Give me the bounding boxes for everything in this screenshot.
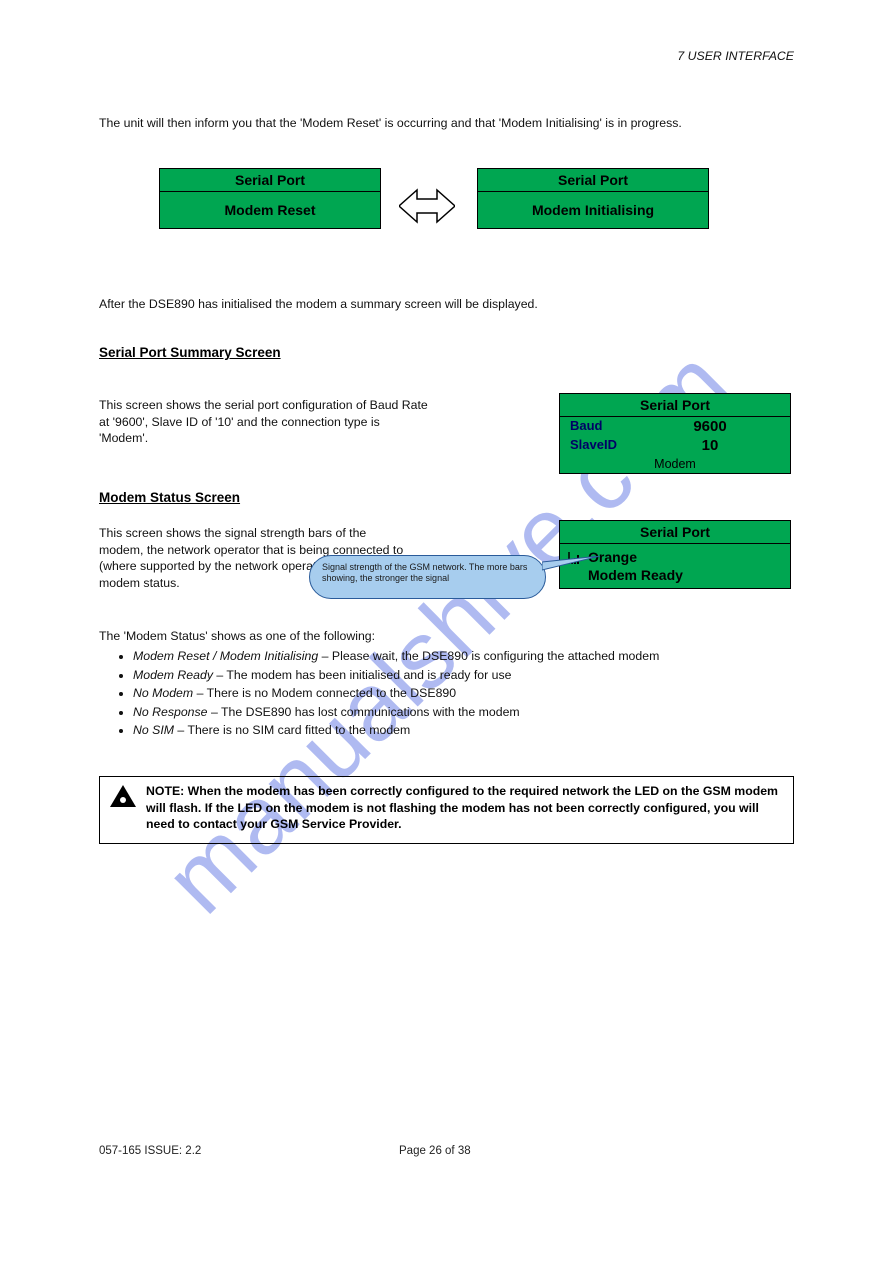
footer-right: Page 26 of 38 (399, 1145, 471, 1157)
panel-body: Modem Reset (160, 192, 380, 228)
status-list-item: No SIM – There is no SIM card fitted to … (133, 722, 793, 739)
baud-label: Baud (570, 418, 640, 435)
caution-icon (110, 785, 136, 807)
kv-baud: Baud 9600 (560, 417, 790, 436)
status-list-intro: The 'Modem Status' shows as one of the f… (99, 628, 375, 645)
caution-text: NOTE: When the modem has been correctly … (146, 783, 783, 833)
panel-title: Serial Port (478, 169, 708, 192)
footer-left: 057-165 ISSUE: 2.2 (99, 1145, 201, 1157)
panel-serial-summary: Serial Port Baud 9600 SlaveID 10 Modem (559, 393, 791, 474)
section-modem-status: Modem Status Screen (99, 490, 240, 505)
section-serial-summary: Serial Port Summary Screen (99, 345, 281, 360)
panel-footer: Modem (560, 455, 790, 473)
slave-label: SlaveID (570, 437, 640, 454)
callout-bubble: Signal strength of the GSM network. The … (309, 555, 546, 599)
caution-box: NOTE: When the modem has been correctly … (99, 776, 794, 844)
double-arrow-icon (399, 187, 455, 225)
status-list-item: Modem Ready – The modem has been initial… (133, 667, 793, 684)
panel-title: Serial Port (560, 394, 790, 417)
panel-modem-initialising: Serial Port Modem Initialising (477, 168, 709, 229)
status-list-item: Modem Reset / Modem Initialising – Pleas… (133, 648, 793, 665)
intro-paragraph: The unit will then inform you that the '… (99, 115, 794, 132)
summary-text: This screen shows the serial port config… (99, 397, 429, 447)
slave-value: 10 (640, 437, 780, 454)
panel-title: Serial Port (560, 521, 790, 544)
panel-modem-status: Serial Port Orange Modem Ready (559, 520, 791, 589)
status-line2: Modem Ready (588, 567, 683, 583)
callout-text: Signal strength of the GSM network. The … (310, 556, 545, 590)
status-list-item: No Response – The DSE890 has lost commun… (133, 704, 793, 721)
after-init-paragraph: After the DSE890 has initialised the mod… (99, 296, 794, 313)
kv-slaveid: SlaveID 10 (560, 436, 790, 455)
baud-value: 9600 (640, 418, 780, 435)
page-content: 7 USER INTERFACE The unit will then info… (99, 0, 794, 1263)
status-list: Modem Reset / Modem Initialising – Pleas… (115, 648, 793, 741)
callout-tail-icon (542, 556, 602, 574)
panel-title: Serial Port (160, 169, 380, 192)
status-list-item: No Modem – There is no Modem connected t… (133, 685, 793, 702)
panel-modem-reset: Serial Port Modem Reset (159, 168, 381, 229)
panel-body: Modem Initialising (478, 192, 708, 228)
header-right: 7 USER INTERFACE (677, 48, 794, 65)
